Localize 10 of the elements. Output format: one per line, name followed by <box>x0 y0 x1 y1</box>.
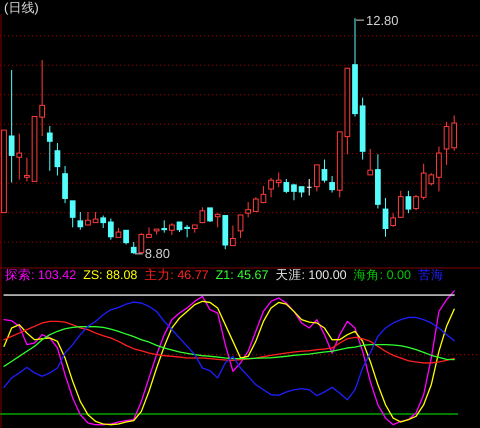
ref-line-label: 海角: 0.00 <box>354 268 411 282</box>
series-label: 天涯: 100.00 <box>275 268 347 282</box>
text: ZS: 88.08 <box>83 268 138 282</box>
text: 苦海 <box>418 268 444 282</box>
text: 探索: 103.42 <box>5 268 76 282</box>
annotation: 8.80 <box>144 246 170 261</box>
annotation: 12.80 <box>366 13 399 28</box>
text: 主力: 46.77 <box>144 267 209 282</box>
chart-title: (日线) <box>4 0 39 15</box>
text: Z1: 45.67 <box>216 268 268 282</box>
